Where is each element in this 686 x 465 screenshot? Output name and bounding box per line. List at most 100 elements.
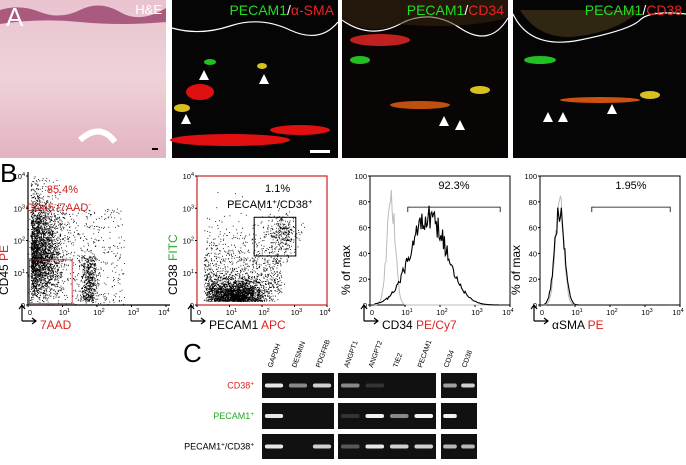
axis-arrow xyxy=(187,304,206,325)
tick-label: 102 xyxy=(258,308,269,317)
tick-base: 10 xyxy=(14,237,22,246)
tick-exp: 3 xyxy=(22,204,25,210)
dot-plot-events xyxy=(203,192,305,302)
stain-label: PECAM1/CD34 xyxy=(407,2,504,18)
gel-band xyxy=(312,383,332,388)
scale-bar xyxy=(152,148,158,150)
gel-band xyxy=(443,383,457,388)
tick-label: 103 xyxy=(128,308,139,317)
stain-label-part: / xyxy=(642,2,646,18)
tick-label: 20 xyxy=(359,275,367,284)
histogram-curve xyxy=(544,207,671,306)
gate xyxy=(253,216,297,257)
gel-band xyxy=(365,414,385,418)
tick-base: 10 xyxy=(93,308,101,317)
gel-band xyxy=(389,444,409,449)
tick-label: 104 xyxy=(158,308,169,317)
tick-label: 100 xyxy=(354,172,367,181)
stain-label-part: α-SMA xyxy=(291,2,335,18)
tick-exp: 4 xyxy=(191,172,194,178)
x-axis-label-part: PE/Cy7 xyxy=(416,318,457,332)
gate-label-part: /7AAD xyxy=(57,202,89,214)
tick-label: 101 xyxy=(226,308,237,317)
gene-label: TIE2 xyxy=(393,352,405,368)
tick-base: 10 xyxy=(183,269,191,278)
gel-band xyxy=(264,444,284,449)
histogram-curve xyxy=(544,195,671,306)
y-axis-label: % of max xyxy=(509,245,523,295)
row-label: PECAM1+ xyxy=(213,411,254,422)
gate-percent: 92.3% xyxy=(438,180,469,192)
tick-label: 0 xyxy=(363,301,367,310)
axis-arrow xyxy=(530,304,549,325)
gel-band xyxy=(461,444,475,449)
tick-label: 102 xyxy=(183,237,194,246)
tick-label: 103 xyxy=(641,308,652,317)
x-axis-label-part: αSMA xyxy=(552,318,588,332)
row-label-part: + xyxy=(250,411,254,418)
y-axis-label: % of max xyxy=(339,245,353,295)
stain-label: PECAM1/CD38 xyxy=(585,2,682,18)
tick-label: 101 xyxy=(14,269,25,278)
tick-exp: 2 xyxy=(102,308,105,314)
tick-label: 102 xyxy=(93,308,104,317)
axis-arrow xyxy=(360,304,379,325)
row-label: CD38+ xyxy=(227,380,254,391)
tick-label: 104 xyxy=(672,308,683,317)
tick-base: 10 xyxy=(128,308,136,317)
stain-label-part: PECAM1 xyxy=(585,2,643,18)
row-label-part: CD38 xyxy=(227,381,250,391)
tick-exp: 1 xyxy=(22,269,25,275)
row-label: PECAM1+/CD38+ xyxy=(184,441,254,452)
tick-label: 104 xyxy=(319,308,330,317)
plot-frame xyxy=(539,175,681,306)
tick-label: 0 xyxy=(370,308,374,317)
vessel-lumen xyxy=(77,128,118,144)
axis-arrow xyxy=(18,304,37,325)
row-label-part: PECAM1 xyxy=(184,442,221,452)
y-axis-label: CD45 PE xyxy=(0,245,11,295)
tick-base: 10 xyxy=(471,308,479,317)
gate-bracket xyxy=(591,206,671,213)
tick-base: 10 xyxy=(672,308,680,317)
gate-label: PECAM1+/CD38+ xyxy=(227,197,313,212)
x-axis-label-part: APC xyxy=(261,318,286,332)
gel-band xyxy=(443,444,457,449)
gene-label: GAPDH xyxy=(267,343,282,369)
tick-label: 103 xyxy=(14,204,25,213)
gene-label: DESMIN xyxy=(291,341,307,369)
stain-label-part: / xyxy=(287,2,291,18)
tick-label: 80 xyxy=(529,198,537,207)
tick-base: 10 xyxy=(401,308,409,317)
tick-exp: 1 xyxy=(191,269,194,275)
gate-label-part: CD45 xyxy=(26,202,54,214)
tick-exp: 1 xyxy=(410,308,413,314)
tick-base: 10 xyxy=(436,308,444,317)
tick-exp: 2 xyxy=(267,308,270,314)
tick-label: 0 xyxy=(190,301,194,310)
gel-band xyxy=(365,444,385,449)
gene-label: PDGFRB xyxy=(315,339,332,369)
tick-base: 10 xyxy=(226,308,234,317)
y-axis-label-part: % of max xyxy=(339,245,353,295)
tick-exp: 4 xyxy=(511,308,514,314)
stain-label-part: CD38 xyxy=(646,2,682,18)
x-axis-label: 7AAD xyxy=(40,318,72,332)
gate-percent: 1.95% xyxy=(615,180,646,192)
tick-label: 104 xyxy=(502,308,513,317)
panel-label: A xyxy=(6,2,24,32)
tick-exp: 3 xyxy=(480,308,483,314)
tick-label: 102 xyxy=(606,308,617,317)
y-axis-label-part: PE xyxy=(0,245,11,261)
gel-band xyxy=(443,414,457,418)
tick-label: 103 xyxy=(471,308,482,317)
tick-label: 0 xyxy=(197,308,201,317)
x-axis-label: PECAM1 APC xyxy=(209,318,286,332)
tick-base: 10 xyxy=(14,269,22,278)
gate-label-part: PECAM1 xyxy=(227,199,272,211)
stain-label-part: PECAM1 xyxy=(407,2,465,18)
y-axis-label-part: CD45 xyxy=(0,261,11,295)
tick-label: 101 xyxy=(571,308,582,317)
